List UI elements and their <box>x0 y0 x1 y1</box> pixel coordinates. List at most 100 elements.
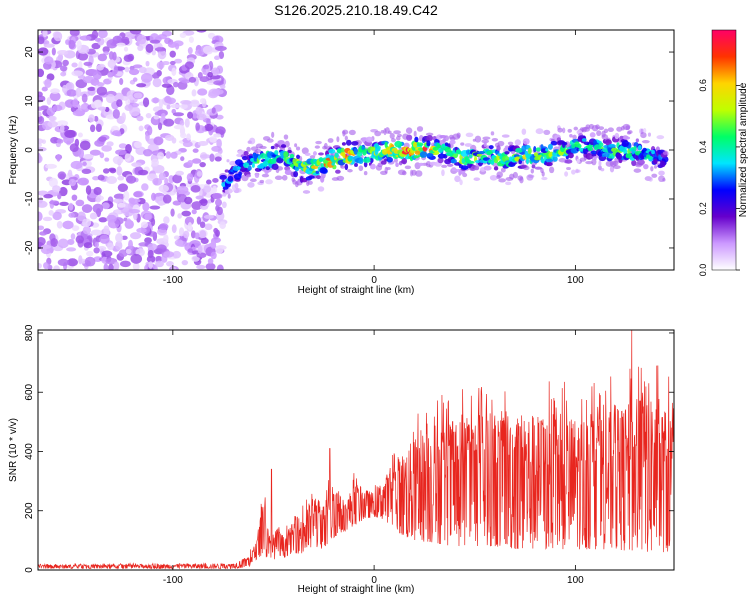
spectrogram-cell <box>292 158 297 165</box>
spectrogram-cell <box>356 151 363 157</box>
spectrogram-cell <box>67 238 75 246</box>
spectrogram-cell <box>95 123 102 133</box>
spectrogram-cell <box>172 112 185 117</box>
spectrogram-cell <box>121 112 126 122</box>
spectrogram-cell <box>152 178 163 186</box>
spectrogram-cell <box>102 168 110 174</box>
spectrogram-cell <box>485 145 490 150</box>
spectrogram-cell <box>191 158 202 164</box>
spectrogram-cell <box>47 120 58 128</box>
spectrogram-cell <box>625 125 631 131</box>
spectrogram-cell <box>535 128 544 135</box>
spectrogram-cell <box>209 153 215 162</box>
spectrogram-cell <box>156 61 165 70</box>
spectrogram-cell <box>133 141 142 149</box>
spectrogram-cell <box>101 145 112 152</box>
spectrogram-cell <box>97 53 108 62</box>
spectrogram-cell <box>202 45 214 55</box>
spectrogram-cell <box>296 154 300 159</box>
spectrogram-cell <box>519 176 524 184</box>
spectrogram-cell <box>128 197 136 204</box>
spectrogram-cell <box>465 132 474 138</box>
spectrogram-cell <box>447 163 454 167</box>
spectrogram-cell <box>261 173 270 178</box>
spectrogram-cell <box>477 151 486 155</box>
spectrogram-cell <box>195 106 203 116</box>
spectrogram-cell <box>78 148 85 159</box>
spectrogram-cell <box>289 153 295 159</box>
spectrogram-cell <box>621 140 629 148</box>
spectrogram-cell <box>197 72 203 79</box>
spectrogram-cell <box>341 129 349 135</box>
spectrogram-cell <box>213 227 219 234</box>
spectrogram-cell <box>81 168 92 175</box>
spectrogram-cell <box>106 39 118 49</box>
spectrogram-cell <box>601 134 608 140</box>
spectrogram-cell <box>414 150 421 155</box>
spectrogram-cell <box>439 134 447 139</box>
spectrogram-cell <box>234 182 239 189</box>
spectrogram-cell <box>140 221 149 229</box>
spectrogram-cell <box>199 154 212 159</box>
spectrogram-cell <box>390 138 396 143</box>
spectrogram-cell <box>449 139 456 145</box>
spectrogram-cell <box>48 209 54 216</box>
spectrogram-cell <box>94 99 103 108</box>
spectrogram-cell <box>93 115 99 122</box>
spectrogram-cell <box>466 160 475 164</box>
spectrogram-cell <box>119 260 131 268</box>
spectrogram-cell <box>171 224 177 234</box>
spectrogram-cell <box>38 68 45 78</box>
spectrogram-cell <box>633 145 637 152</box>
spectrogram-cell <box>514 139 521 146</box>
spectrogram-cell <box>204 123 214 132</box>
spectrogram-cell <box>566 166 572 171</box>
spectrogram-cells <box>38 30 669 270</box>
spectrogram-cell <box>75 87 82 98</box>
spectrogram-cell <box>315 170 320 174</box>
spectrogram-cell <box>184 216 195 226</box>
spectrogram-cell <box>631 159 637 167</box>
spectrogram-cell <box>348 156 355 160</box>
spectrogram-cell <box>128 209 141 214</box>
spectrogram-cell <box>191 89 197 97</box>
spectrogram-cell <box>176 185 189 195</box>
spectrogram-cell <box>336 148 342 153</box>
spectrogram-cell <box>259 153 267 159</box>
spectrogram-cell <box>114 209 122 215</box>
spectrogram-cell <box>175 170 184 176</box>
spectrogram-cell <box>541 158 545 164</box>
spectrogram-cell <box>117 202 126 208</box>
spectrogram-cell <box>505 181 512 186</box>
spectrogram-cell <box>250 158 255 163</box>
spectrogram-cell <box>377 146 381 150</box>
spectrogram-cell <box>98 217 108 223</box>
spectrogram-cell <box>533 146 537 153</box>
spectrogram-cell <box>202 64 210 70</box>
spectrogram-cell <box>122 95 128 101</box>
spectrogram-cell <box>562 141 568 146</box>
spectrogram-cell <box>158 172 166 181</box>
spectrogram-cell <box>41 86 48 92</box>
spectrogram-cell <box>93 247 100 254</box>
spectrogram-cell <box>38 236 46 246</box>
spectrogram-cell <box>205 262 216 270</box>
spectrogram-cell <box>248 155 254 159</box>
spectrogram-cell <box>608 143 616 148</box>
spectrogram-cell <box>184 118 190 128</box>
spectrogram-cell <box>598 126 605 131</box>
spectrogram-cell <box>148 261 153 269</box>
spectrogram-cell <box>259 145 267 150</box>
spectrogram-cell <box>317 186 325 192</box>
spectrogram-cell <box>187 111 193 119</box>
spectrogram-cell <box>207 71 213 78</box>
spectrogram-cell <box>442 138 446 143</box>
spectrogram-cell <box>635 138 640 143</box>
spectrogram-cell <box>59 201 69 207</box>
spectrogram-cell <box>49 200 60 205</box>
spectrogram-cell <box>124 104 133 111</box>
spectrogram-cell <box>596 130 602 137</box>
spectrogram-cell <box>157 49 167 60</box>
spectrogram-cell <box>171 137 177 144</box>
spectrogram-cell <box>567 128 573 133</box>
